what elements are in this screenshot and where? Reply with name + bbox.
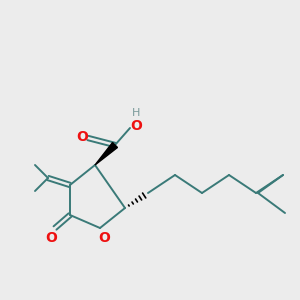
Text: O: O (130, 119, 142, 133)
Text: O: O (45, 231, 57, 245)
Text: O: O (76, 130, 88, 144)
Text: O: O (98, 231, 110, 245)
Text: H: H (132, 108, 140, 118)
Polygon shape (95, 142, 118, 165)
